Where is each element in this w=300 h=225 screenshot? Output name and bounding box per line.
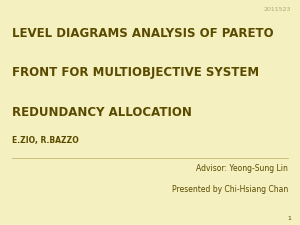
Text: 2011523: 2011523 xyxy=(263,7,291,12)
Text: FRONT FOR MULTIOBJECTIVE SYSTEM: FRONT FOR MULTIOBJECTIVE SYSTEM xyxy=(12,66,259,79)
Text: 1: 1 xyxy=(287,216,291,220)
Text: E.ZIO, R.BAZZO: E.ZIO, R.BAZZO xyxy=(12,136,79,145)
Text: Presented by Chi-Hsiang Chan: Presented by Chi-Hsiang Chan xyxy=(172,184,288,194)
Text: REDUNDANCY ALLOCATION: REDUNDANCY ALLOCATION xyxy=(12,106,192,119)
Text: LEVEL DIAGRAMS ANALYSIS OF PARETO: LEVEL DIAGRAMS ANALYSIS OF PARETO xyxy=(12,27,274,40)
Text: Advisor: Yeong-Sung Lin: Advisor: Yeong-Sung Lin xyxy=(196,164,288,173)
